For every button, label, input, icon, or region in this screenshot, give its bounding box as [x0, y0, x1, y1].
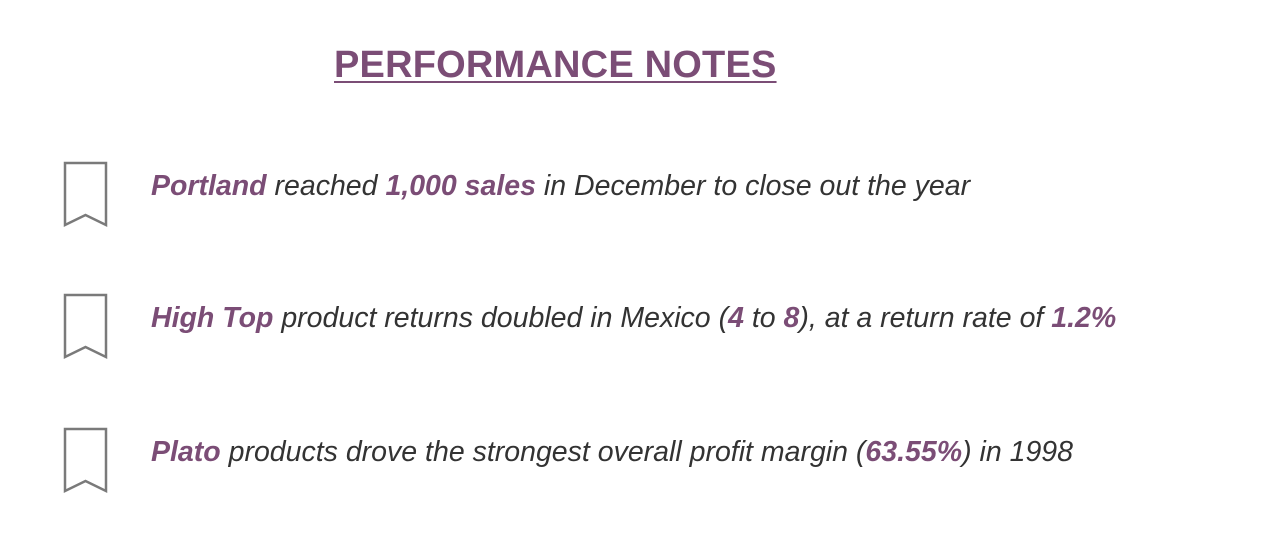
- note-segment: to: [743, 302, 784, 334]
- bookmark-icon: [63, 293, 108, 360]
- note-segment: ) in 1998: [962, 436, 1073, 468]
- note-segment: reached: [266, 170, 386, 202]
- note-segment: product returns doubled in Mexico (: [273, 302, 729, 334]
- note-highlight: High Top: [151, 302, 274, 334]
- note-highlight: 4: [728, 302, 744, 334]
- note-item: Portland reached 1,000 sales in December…: [0, 160, 1265, 230]
- note-highlight: Plato: [151, 436, 221, 468]
- note-item: Plato products drove the strongest overa…: [0, 426, 1265, 496]
- page-title: PERFORMANCE NOTES: [334, 44, 777, 86]
- note-highlight: 1.2%: [1051, 302, 1117, 334]
- note-segment: in December to close out the year: [536, 170, 971, 202]
- note-text: High Top product returns doubled in Mexi…: [151, 300, 1116, 336]
- note-segment: ), at a return rate of: [799, 302, 1052, 334]
- note-item: High Top product returns doubled in Mexi…: [0, 292, 1265, 362]
- bookmark-icon: [63, 427, 108, 494]
- bookmark-icon: [63, 161, 108, 228]
- note-highlight: 1,000 sales: [385, 170, 536, 202]
- note-highlight: 63.55%: [865, 436, 963, 468]
- note-highlight: 8: [783, 302, 800, 334]
- note-highlight: Portland: [151, 170, 267, 202]
- note-text: Plato products drove the strongest overa…: [151, 434, 1073, 470]
- note-segment: products drove the strongest overall pro…: [220, 436, 866, 468]
- note-text: Portland reached 1,000 sales in December…: [151, 168, 970, 204]
